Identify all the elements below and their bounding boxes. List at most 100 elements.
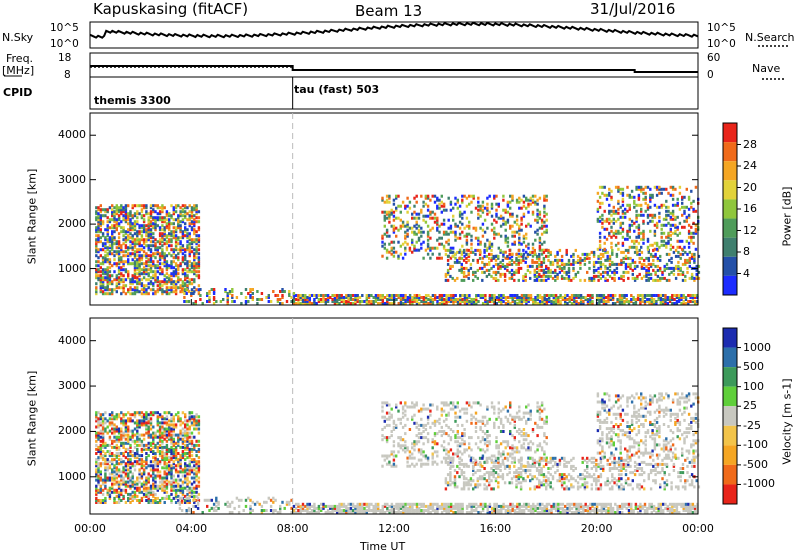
power-echo-cell <box>184 258 187 262</box>
velocity-echo-cell <box>117 413 121 417</box>
velocity-echo-cell <box>147 499 150 502</box>
velocity-echo-cell <box>161 496 164 500</box>
power-echo-cell <box>511 242 514 246</box>
velocity-echo-cell <box>129 480 132 484</box>
power-echo-cell <box>149 240 153 244</box>
velocity-echo-cell <box>136 482 139 486</box>
power-echo-cell <box>463 234 466 238</box>
power-echo-cell <box>131 248 134 252</box>
power-echo-cell <box>136 288 139 292</box>
power-echo-cell <box>165 218 169 222</box>
velocity-echo-cell <box>152 486 155 490</box>
power-echo-cell <box>472 196 475 200</box>
velocity-echo-cell <box>106 431 109 435</box>
power-echo-cell <box>680 294 683 297</box>
power-echo-cell <box>415 300 419 303</box>
power-echo-cell <box>197 288 201 292</box>
power-echo-cell <box>456 224 459 228</box>
power-echo-cell <box>122 278 125 282</box>
velocity-echo-cell <box>342 509 346 512</box>
power-echo-cell <box>634 298 638 301</box>
power-echo-cell <box>696 302 699 305</box>
velocity-echo-cell <box>147 425 150 429</box>
power-echo-cell <box>158 280 162 284</box>
power-echo-cell <box>172 226 175 230</box>
velocity-echo-cell <box>138 462 141 466</box>
power-echo-cell <box>639 294 642 297</box>
power-echo-cell <box>620 250 623 254</box>
power-echo-cell <box>163 230 166 234</box>
velocity-echo-cell <box>95 415 98 419</box>
power-echo-cell <box>628 227 631 231</box>
power-echo-cell <box>653 185 657 189</box>
power-echo-cell <box>664 302 667 305</box>
power-echo-cell <box>131 262 134 266</box>
power-echo-cell <box>624 207 627 211</box>
power-echo-cell <box>592 262 596 266</box>
power-echo-cell <box>154 292 157 296</box>
power-echo-cell <box>156 284 159 288</box>
power-echo-cell <box>476 276 479 280</box>
power-echo-cell <box>308 296 311 299</box>
velocity-echo-cell <box>158 437 162 441</box>
power-echo-cell <box>120 204 123 208</box>
power-echo-cell <box>129 236 132 240</box>
power-echo-cell <box>545 264 548 268</box>
power-echo-cell <box>624 270 628 274</box>
power-echo-cell <box>522 214 526 218</box>
power-echo-cell <box>654 252 657 256</box>
power-echo-cell <box>385 228 389 232</box>
power-echo-cell <box>479 240 482 244</box>
power-echo-cell <box>603 241 606 245</box>
power-echo-cell <box>401 222 405 226</box>
power-echo-cell <box>399 300 403 303</box>
power-echo-cell <box>231 288 234 291</box>
power-echo-cell <box>385 194 389 198</box>
velocity-echo-cell <box>161 484 164 488</box>
velocity-echo-cell <box>158 425 162 429</box>
power-echo-cell <box>195 210 198 214</box>
power-echo-cell <box>601 221 604 225</box>
velocity-echo-cell <box>97 478 100 482</box>
velocity-echo-cell <box>197 470 201 474</box>
power-echo-cell <box>522 294 526 297</box>
velocity-echo-cell <box>333 509 337 512</box>
velocity-echo-cell <box>156 488 159 492</box>
power-echo-cell <box>611 248 614 252</box>
power-echo-cell <box>117 258 121 262</box>
velocity-echo-cell <box>136 435 139 439</box>
power-echo-cell <box>601 201 604 205</box>
velocity-echo-cell <box>145 456 148 460</box>
power-echo-cell <box>483 250 486 254</box>
velocity-echo-cell <box>127 468 130 472</box>
power-echo-cell <box>99 286 102 290</box>
power-echo-cell <box>97 212 100 216</box>
power-echo-cell <box>601 225 604 229</box>
velocity-echo-cell <box>313 511 316 514</box>
power-echo-cell <box>447 296 451 299</box>
power-echo-cell <box>667 233 670 237</box>
power-echo-cell <box>633 199 636 203</box>
power-echo-cell <box>168 218 171 222</box>
power-echo-cell <box>468 220 471 224</box>
power-echo-cell <box>140 214 144 218</box>
power-echo-cell <box>506 254 509 258</box>
velocity-echo-cell <box>117 452 121 455</box>
velocity-echo-cell <box>101 443 105 447</box>
velocity-echo-cell <box>186 488 189 492</box>
power-echo-cell <box>431 300 435 303</box>
power-echo-cell <box>177 266 180 270</box>
velocity-echo-cell <box>165 482 169 486</box>
velocity-echo-cell <box>186 452 189 455</box>
velocity-echo-cell <box>190 443 194 447</box>
power-echo-cell <box>392 240 396 244</box>
velocity-echo-cell <box>97 419 100 423</box>
power-echo-cell <box>161 280 164 284</box>
power-echo-cell <box>492 254 495 258</box>
velocity-echo-cell <box>145 423 148 427</box>
velocity-echo-cell <box>161 450 164 453</box>
power-echo-cell <box>190 222 194 226</box>
power-echo-cell <box>522 258 525 262</box>
power-echo-cell <box>161 270 164 274</box>
velocity-echo-cell <box>149 441 153 445</box>
